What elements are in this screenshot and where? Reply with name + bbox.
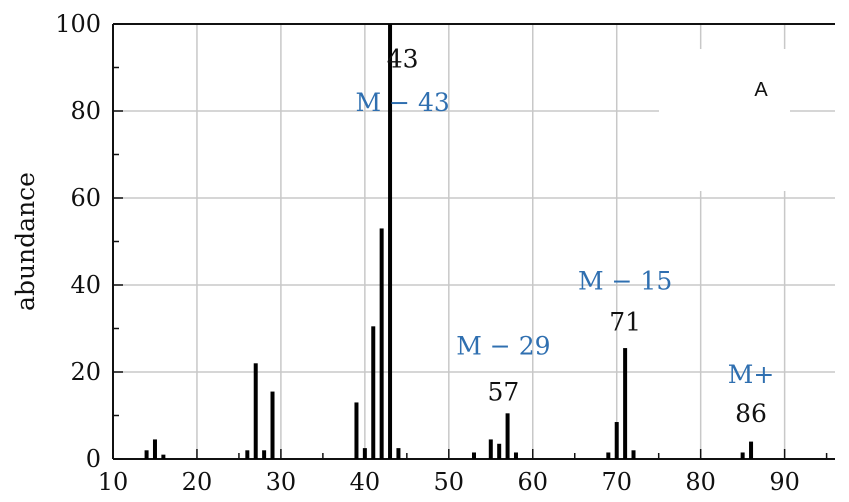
y-tick-label: 60: [70, 184, 101, 212]
peak-annotation: 86: [735, 399, 767, 428]
y-axis-label: abundance: [11, 172, 40, 311]
x-tick-label: 10: [98, 468, 129, 496]
x-tick-label: 60: [517, 468, 548, 496]
y-tick-label: 40: [70, 271, 101, 299]
x-tick-label: 50: [434, 468, 465, 496]
peak-annotations: 43 M − 43 M − 29 57 M − 15 71 M+ 86: [356, 45, 775, 429]
y-tick-label: 20: [70, 358, 101, 386]
x-tick-label: 40: [350, 468, 381, 496]
x-tick-label: 80: [685, 468, 716, 496]
peak-bar: [270, 391, 275, 459]
peak-bar: [253, 363, 258, 459]
peak-annotation: 71: [609, 308, 641, 337]
peak-annotation: M+: [728, 360, 775, 389]
peak-bar: [488, 439, 493, 459]
peak-bar: [161, 454, 166, 459]
x-tick-label: 90: [769, 468, 800, 496]
peak-bar: [144, 450, 149, 459]
peak-annotation: M − 43: [356, 88, 450, 117]
peak-bar: [152, 439, 157, 459]
x-tick-label: 30: [266, 468, 297, 496]
panel-label: A: [754, 79, 768, 101]
y-tick-label: 100: [55, 10, 101, 38]
y-tick-label: 80: [70, 97, 101, 125]
peak-annotation: M − 29: [456, 332, 550, 361]
peak-bar: [388, 24, 393, 459]
peak-annotation: 57: [487, 377, 519, 406]
peak-bar: [740, 452, 745, 459]
panel-label-box: [659, 49, 790, 191]
peak-bar: [396, 448, 401, 459]
peak-bar: [371, 326, 376, 459]
peak-bar: [354, 402, 359, 459]
peak-bar: [472, 452, 476, 459]
peak-bar: [749, 441, 754, 459]
peak-bar: [505, 413, 510, 459]
peak-bar: [497, 443, 502, 459]
tick-labels: 10 20 30 40 50 60 70 80 90 0 20 40 60 80 100: [55, 10, 800, 496]
peak-bars: [144, 24, 754, 459]
peak-bar: [513, 452, 518, 459]
peak-bar: [245, 450, 250, 459]
peak-bar: [362, 448, 367, 459]
peak-bar: [623, 348, 628, 459]
peak-bar: [379, 228, 384, 459]
x-tick-label: 70: [601, 468, 632, 496]
peak-annotation: 43: [387, 45, 419, 74]
peak-annotation: M − 15: [578, 266, 672, 295]
x-tick-label: 20: [182, 468, 213, 496]
peak-bar: [262, 450, 267, 459]
peak-bar: [606, 452, 611, 459]
peak-bar: [631, 450, 636, 459]
y-tick-label: 0: [86, 445, 101, 473]
peak-bar: [614, 422, 619, 459]
